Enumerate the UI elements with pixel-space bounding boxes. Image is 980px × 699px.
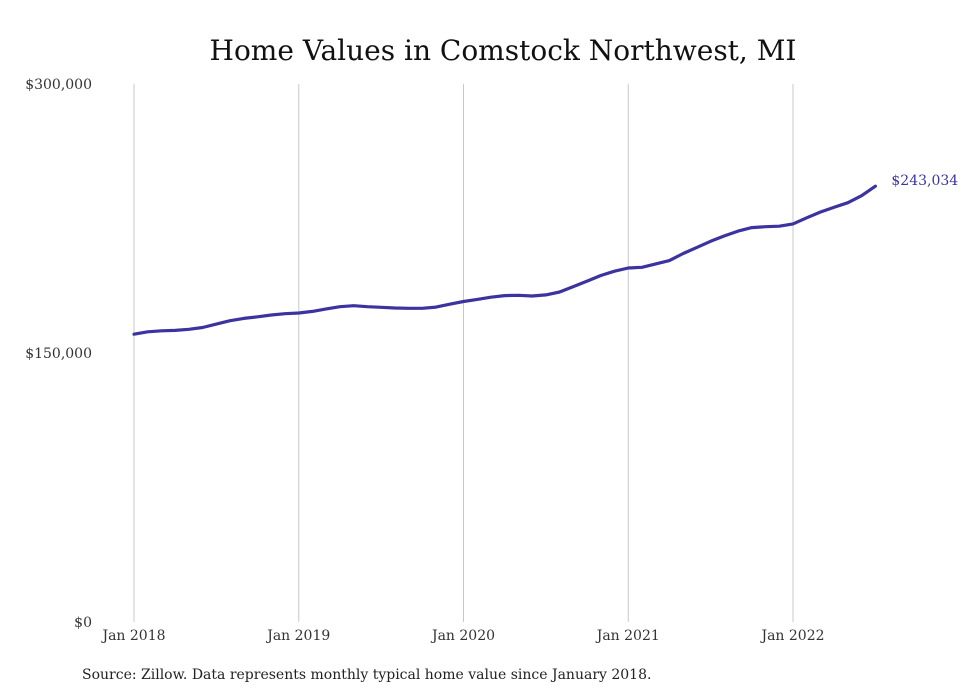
y-tick-label: $150,000 — [25, 346, 92, 362]
end-value-label: $243,034 — [891, 173, 958, 189]
y-axis: $0 $150,000 $300,000 — [25, 77, 92, 631]
line-chart: Home Values in Comstock Northwest, MI $0… — [25, 34, 958, 644]
x-tick-label: Jan 2019 — [265, 628, 330, 644]
x-tick-label: Jan 2021 — [595, 628, 660, 644]
x-tick-label: Jan 2020 — [430, 628, 495, 644]
series-line-home-value — [132, 184, 877, 336]
source-note: Source: Zillow. Data represents monthly … — [82, 667, 652, 683]
x-tick-label: Jan 2018 — [100, 628, 165, 644]
y-tick-label: $300,000 — [25, 77, 92, 93]
x-axis: Jan 2018 Jan 2019 Jan 2020 Jan 2021 Jan 2022 — [100, 628, 824, 644]
x-tick-label: Jan 2022 — [759, 628, 824, 644]
chart-title: Home Values in Comstock Northwest, MI — [210, 34, 797, 67]
y-tick-label: $0 — [74, 615, 92, 631]
gridlines — [133, 84, 794, 622]
